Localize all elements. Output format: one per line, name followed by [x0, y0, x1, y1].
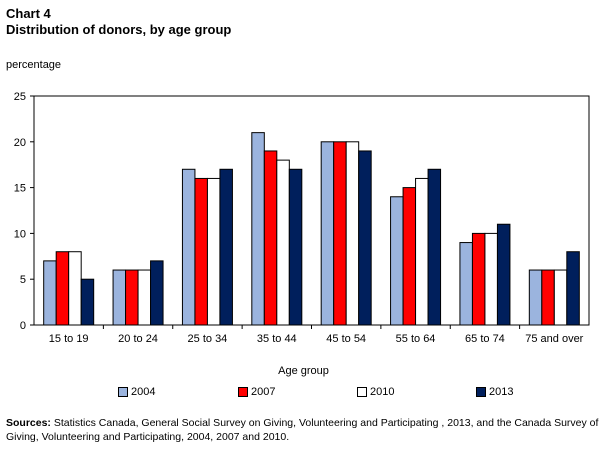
chart-title: Distribution of donors, by age group [6, 22, 232, 37]
bar-2010-2 [137, 269, 152, 326]
sources-label: Sources: [6, 417, 51, 429]
bar-2013-2 [150, 260, 164, 326]
y-tick-label: 5 [20, 274, 26, 286]
legend-label: 2013 [489, 386, 514, 398]
bar-2010-3 [206, 177, 221, 326]
bar-2007-3 [194, 177, 208, 326]
bar-2004-1 [43, 260, 57, 326]
sources-text: Statistics Canada, General Social Survey… [6, 417, 599, 443]
bar-2004-2 [112, 269, 127, 326]
y-tick-label: 15 [14, 183, 26, 195]
y-tick-label: 10 [14, 228, 26, 240]
bar-2010-7 [484, 232, 498, 326]
legend-swatch [357, 387, 367, 397]
legend-item-2013: 2013 [476, 386, 513, 398]
x-tick-label: 65 to 74 [465, 333, 505, 345]
x-tick-label: 45 to 54 [326, 333, 366, 345]
bar-2010-1 [68, 251, 82, 326]
x-tick-label: 15 to 19 [49, 333, 89, 345]
bar-2013-7 [496, 223, 511, 326]
x-tick-label: 25 to 34 [188, 333, 228, 345]
bar-2013-3 [219, 168, 233, 326]
legend-swatch [476, 387, 486, 397]
bar-2007-1 [55, 251, 70, 326]
bar-2007-4 [263, 150, 278, 326]
sources-note: Sources: Statistics Canada, General Soci… [6, 416, 601, 444]
x-axis-label: Age group [278, 365, 329, 377]
bar-2013-6 [427, 168, 442, 326]
legend-item-2010: 2010 [357, 386, 394, 398]
legend-label: 2004 [131, 386, 156, 398]
x-tick-label: 75 and over [525, 333, 583, 345]
bar-2004-8 [528, 269, 543, 326]
bar-2007-7 [471, 232, 486, 326]
legend-item-2007: 2007 [238, 386, 275, 398]
bar-2004-5 [320, 141, 335, 326]
bar-chart: 0 5 10 15 20 25 15 to 19 20 to 24 25 to 34 35 to … [14, 91, 590, 345]
bar-2010-4 [276, 159, 290, 326]
legend-label: 2007 [251, 386, 276, 398]
chart-number: Chart 4 [6, 6, 51, 21]
bar-2007-5 [333, 141, 347, 326]
bar-2013-5 [358, 150, 372, 326]
legend-swatch [238, 387, 248, 397]
bar-2013-4 [288, 168, 303, 326]
legend: 2004 2007 2010 2013 [0, 386, 607, 400]
bar-2004-3 [181, 168, 196, 326]
bar-2007-8 [541, 269, 555, 326]
legend-label: 2010 [370, 386, 395, 398]
x-tick-label: 35 to 44 [257, 333, 297, 345]
y-tick-label: 25 [14, 91, 26, 103]
legend-swatch [118, 387, 128, 397]
bar-2004-7 [459, 242, 473, 326]
y-tick-label: 20 [14, 137, 26, 149]
legend-item-2004: 2004 [118, 386, 155, 398]
bar-2007-6 [402, 187, 417, 326]
bar-2004-4 [251, 132, 265, 326]
bar-2010-8 [553, 269, 568, 326]
bar-2013-8 [566, 251, 580, 326]
y-tick-label: 0 [20, 320, 26, 332]
x-tick-label: 20 to 24 [118, 333, 158, 345]
bar-2010-5 [345, 141, 360, 326]
bar-2004-6 [390, 196, 404, 326]
x-tick-label: 55 to 64 [396, 333, 436, 345]
y-axis-label: percentage [6, 59, 62, 71]
bar-2013-1 [80, 278, 95, 326]
bar-2010-6 [415, 177, 429, 326]
bar-2007-2 [125, 269, 139, 326]
